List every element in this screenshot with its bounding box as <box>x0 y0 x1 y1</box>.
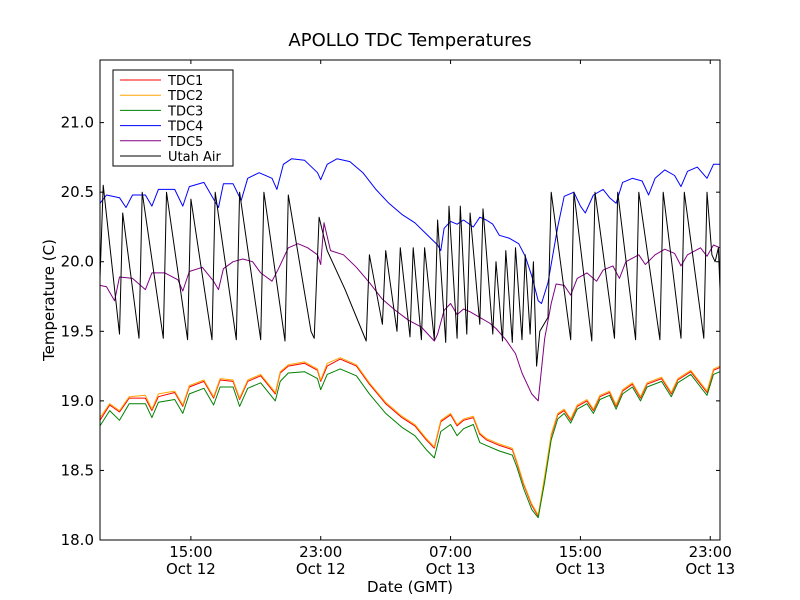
x-tick-date-label: Oct 12 <box>296 560 346 578</box>
x-axis-label: Date (GMT) <box>367 578 453 596</box>
y-tick-label: 20.5 <box>61 183 94 201</box>
legend-label-tdc5: TDC5 <box>167 135 203 150</box>
legend-box <box>112 69 234 167</box>
x-tick-time-label: 23:00 <box>299 543 342 561</box>
axes-frame <box>99 59 721 541</box>
legend-label-tdc3: TDC3 <box>167 104 203 119</box>
legend-label-utah-air: Utah Air <box>168 150 221 165</box>
x-tick-time-label: 15:00 <box>169 543 212 561</box>
y-tick-label: 20.0 <box>61 253 94 271</box>
legend-label-tdc4: TDC4 <box>167 120 203 135</box>
y-tick-label: 21.0 <box>61 114 94 132</box>
y-tick-label: 18.5 <box>61 461 94 479</box>
series-line-tdc3 <box>100 368 720 519</box>
x-tick-time-label: 07:00 <box>429 543 472 561</box>
x-tick-date-label: Oct 12 <box>166 560 216 578</box>
legend-label-tdc2: TDC2 <box>167 89 203 104</box>
x-tick-date-label: Oct 13 <box>685 560 735 578</box>
x-tick-date-label: Oct 13 <box>426 560 476 578</box>
y-tick-label: 19.5 <box>61 322 94 340</box>
x-tick-time-label: 23:00 <box>689 543 732 561</box>
series-line-tdc2 <box>100 357 720 516</box>
legend-label-tdc1: TDC1 <box>167 74 203 89</box>
y-axis-label: Temperature (C) <box>40 239 58 362</box>
series-group <box>100 158 720 519</box>
x-tick-date-label: Oct 13 <box>556 560 606 578</box>
y-tick-label: 18.0 <box>61 531 94 549</box>
chart-title: APOLLO TDC Temperatures <box>288 30 531 51</box>
x-tick-time-label: 15:00 <box>559 543 602 561</box>
series-line-utah-air <box>100 184 720 367</box>
y-tick-label: 19.0 <box>61 392 94 410</box>
